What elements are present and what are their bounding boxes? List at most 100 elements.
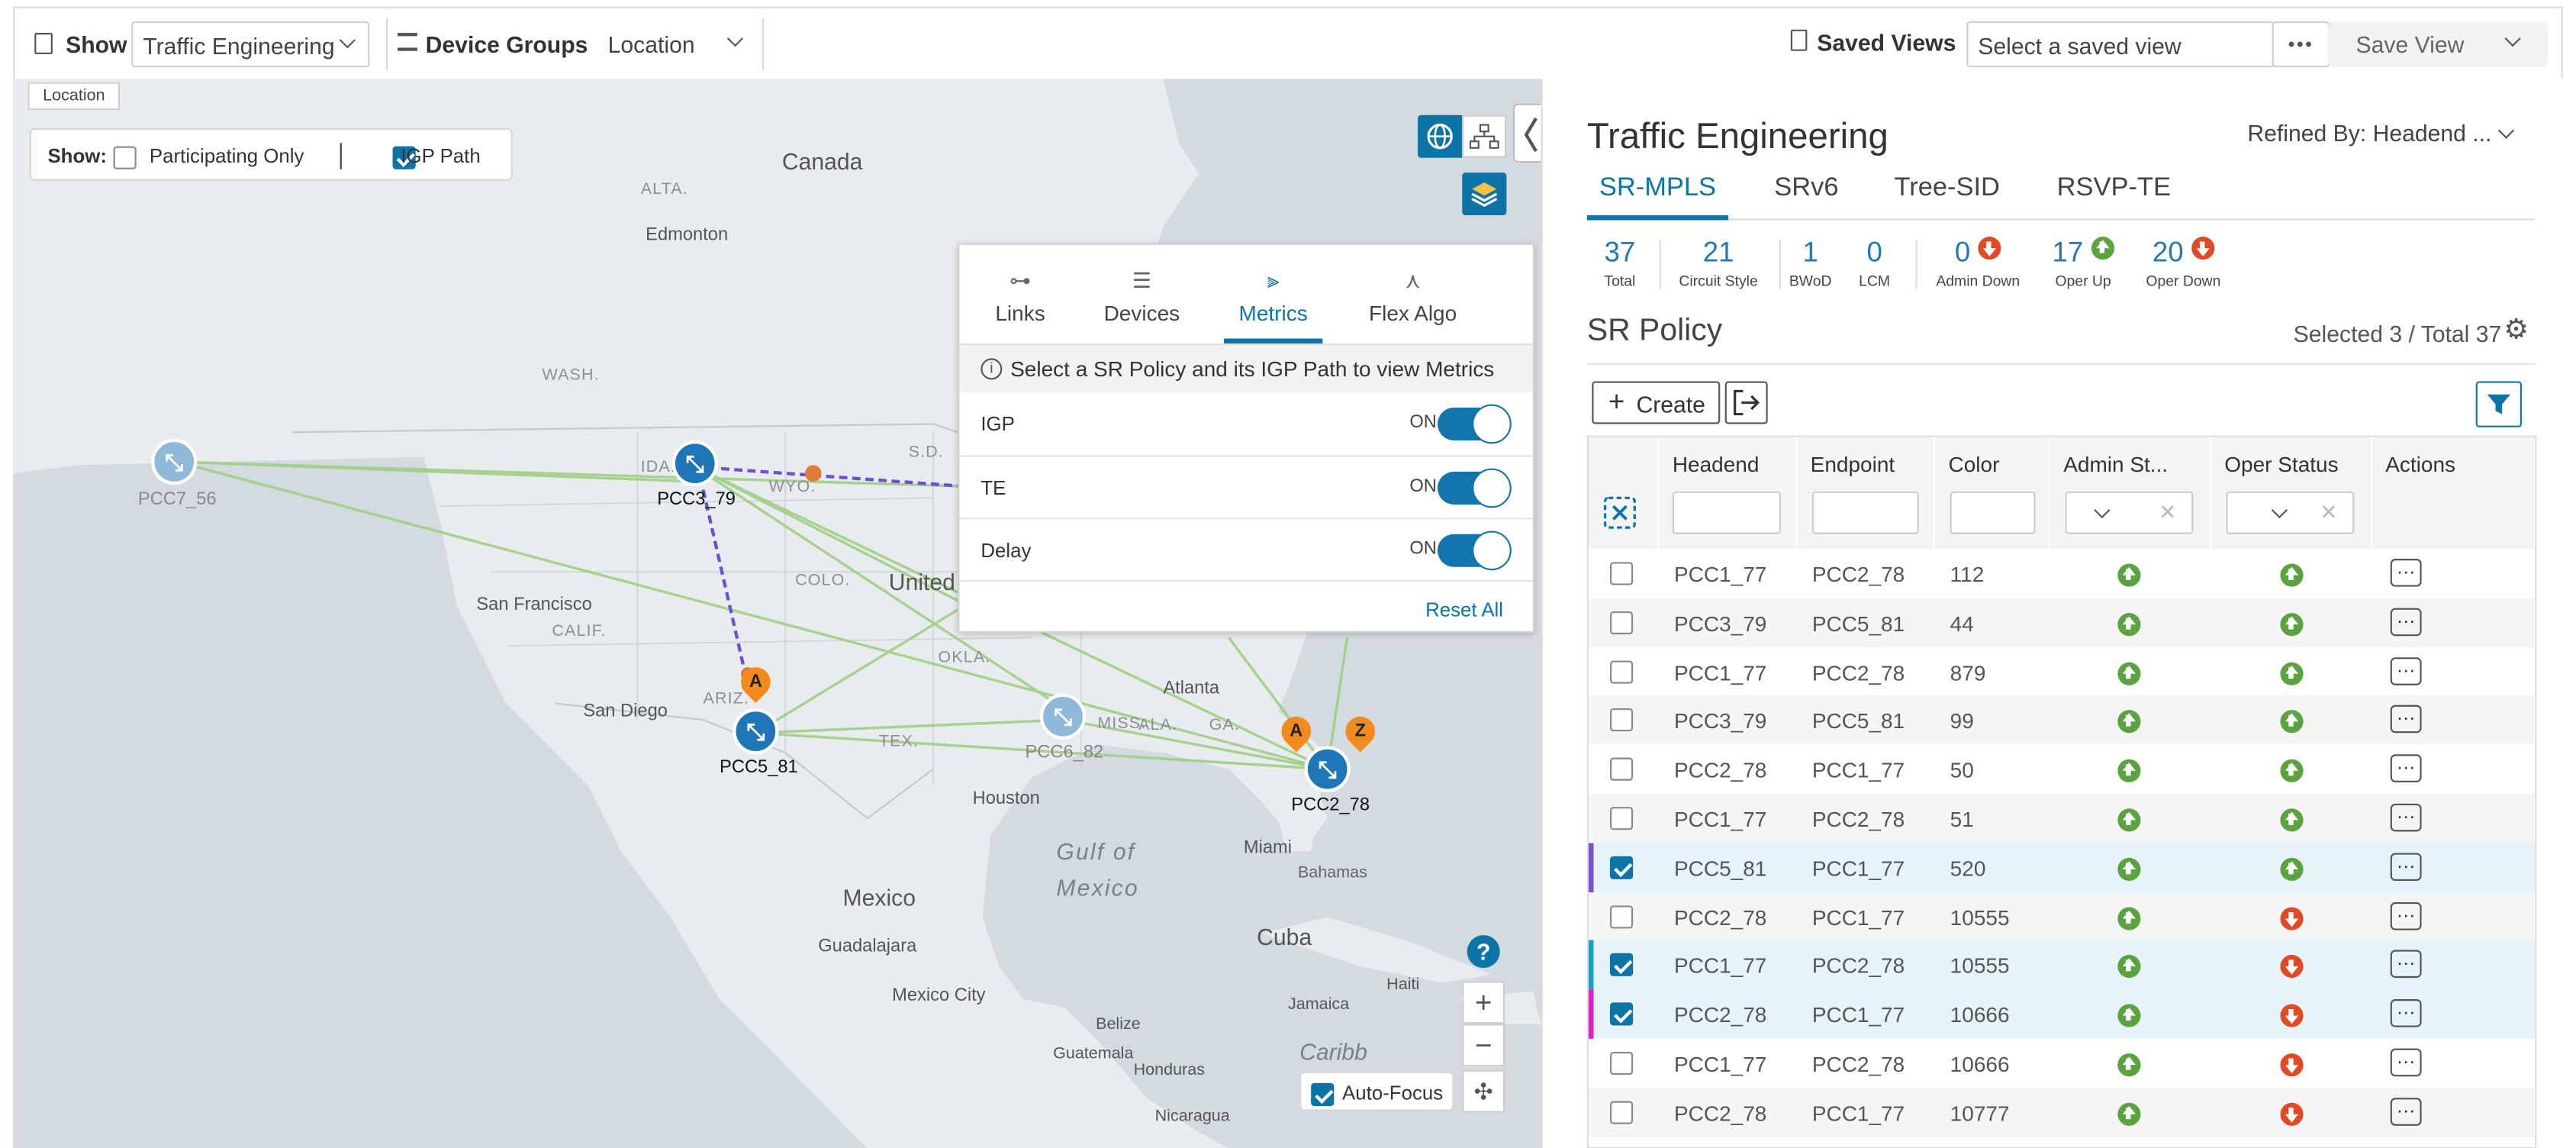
metrics-info-text: Select a SR Policy and its IGP Path to v…: [1010, 356, 1495, 382]
table-row[interactable]: PCC2_78 PCC1_77 10666…: [1589, 989, 2536, 1040]
tab-metrics[interactable]: ⫸ Metrics: [1224, 245, 1323, 343]
reset-all-link[interactable]: Reset All: [1425, 598, 1504, 621]
row-checkbox[interactable]: [1610, 1101, 1634, 1124]
stat-circuit-style[interactable]: 21 Circuit Style: [1674, 237, 1763, 289]
table-row[interactable]: PCC5_81 PCC1_77 520…: [1589, 843, 2536, 892]
clear-icon[interactable]: ✕: [2320, 499, 2338, 524]
stat-oper-down[interactable]: 20 Oper Down: [2140, 237, 2226, 289]
settings-gear-icon[interactable]: ⚙: [2504, 314, 2529, 346]
zoom-in-button[interactable]: +: [1462, 981, 1505, 1024]
layers-button[interactable]: [1462, 173, 1507, 216]
node-pcc2-icon[interactable]: ⤡: [1304, 746, 1351, 792]
row-checkbox[interactable]: [1610, 1051, 1634, 1075]
row-checkbox[interactable]: [1610, 659, 1634, 683]
tab-srv6[interactable]: SRv6: [1774, 174, 1838, 204]
select-all-icon[interactable]: [1603, 496, 1636, 529]
tab-tree-sid[interactable]: Tree-SID: [1894, 174, 1999, 204]
help-button[interactable]: ?: [1467, 935, 1500, 969]
row-checkbox[interactable]: [1610, 905, 1634, 928]
row-actions-button[interactable]: …: [2390, 949, 2422, 979]
row-checkbox[interactable]: [1610, 611, 1634, 634]
clear-icon[interactable]: ✕: [2159, 499, 2177, 524]
more-options-button[interactable]: •••: [2272, 21, 2330, 68]
create-button[interactable]: + Create: [1592, 381, 1721, 424]
row-checkbox[interactable]: [1610, 562, 1634, 585]
tab-rsvp-te[interactable]: RSVP-TE: [2057, 174, 2171, 204]
table-row[interactable]: PCC2_78 PCC1_77 50…: [1589, 745, 2535, 795]
node-pcc5-icon[interactable]: ⤡: [733, 708, 779, 755]
fit-view-button[interactable]: ✣: [1462, 1069, 1505, 1113]
pin-label: A: [1290, 721, 1303, 742]
oper-status-up-icon: [2280, 710, 2304, 734]
export-button[interactable]: [1724, 381, 1768, 424]
table-row[interactable]: PCC1_77 PCC2_78 51…: [1589, 793, 2536, 843]
column-headend[interactable]: Headend: [1659, 437, 1798, 550]
table-row[interactable]: PCC2_78 PCC1_77 10555…: [1589, 892, 2536, 941]
admin-status-filter[interactable]: ✕: [2065, 491, 2194, 534]
row-actions-button[interactable]: …: [2390, 655, 2422, 685]
row-checkbox[interactable]: [1610, 807, 1634, 830]
tab-flex-algo[interactable]: ⋏ Flex Algo: [1362, 245, 1463, 343]
column-oper-status[interactable]: Oper Status ✕: [2211, 437, 2373, 550]
tab-links[interactable]: ⊶ Links: [983, 245, 1058, 343]
te-toggle-row: TE ON: [959, 455, 1533, 518]
saved-view-select[interactable]: Select a saved view: [1966, 21, 2274, 68]
table-row[interactable]: PCC1_77 PCC2_78 10666…: [1589, 1039, 2535, 1088]
row-checkbox[interactable]: [1610, 708, 1634, 732]
row-actions-button[interactable]: …: [2390, 704, 2422, 734]
table-row[interactable]: PCC1_77 PCC2_78 112…: [1589, 549, 2535, 598]
row-actions-button[interactable]: …: [2390, 900, 2422, 930]
column-admin-status[interactable]: Admin St... ✕: [2050, 437, 2212, 550]
color-filter-input[interactable]: [1950, 491, 2036, 534]
row-actions-button[interactable]: …: [2390, 998, 2422, 1028]
row-actions-button[interactable]: …: [2390, 606, 2422, 636]
headend-filter-input[interactable]: [1672, 491, 1781, 534]
tab-devices[interactable]: ☰ Devices: [1099, 245, 1184, 343]
geo-view-button[interactable]: [1418, 114, 1463, 158]
row-actions-button[interactable]: …: [2390, 1096, 2422, 1126]
save-view-button[interactable]: Save View: [2327, 21, 2549, 68]
table-row[interactable]: PCC3_79 PCC5_81 99…: [1589, 695, 2536, 746]
node-pcc6-icon[interactable]: ⤡: [1039, 693, 1087, 740]
stat-total[interactable]: 37 Total: [1597, 237, 1643, 289]
row-checkbox[interactable]: [1610, 757, 1634, 782]
row-actions-button[interactable]: …: [2390, 802, 2422, 832]
row-checkbox[interactable]: [1610, 856, 1634, 879]
filter-button[interactable]: [2475, 381, 2522, 427]
igp-toggle[interactable]: [1437, 404, 1512, 444]
node-pcc7-icon[interactable]: ⤡: [151, 438, 198, 485]
delay-toggle[interactable]: [1437, 530, 1512, 571]
stat-admin-down[interactable]: 0 Admin Down: [1930, 237, 2026, 289]
stat-bwod[interactable]: 1 BWoD: [1788, 237, 1834, 289]
table-row[interactable]: PCC1_77 PCC2_78 10555…: [1589, 940, 2536, 990]
node-pcc3-icon[interactable]: ⤡: [671, 440, 718, 487]
row-checkbox[interactable]: [1610, 953, 1634, 977]
row-actions-button[interactable]: …: [2390, 557, 2422, 587]
location-dropdown[interactable]: Location: [598, 21, 762, 67]
table-row[interactable]: PCC2_78 PCC1_77 10777…: [1589, 1087, 2536, 1137]
pin-label: A: [749, 672, 762, 692]
logical-view-button[interactable]: [1462, 114, 1507, 158]
oper-status-filter[interactable]: ✕: [2226, 491, 2355, 534]
table-row[interactable]: PCC1_77 PCC2_78 879…: [1589, 647, 2535, 696]
auto-focus-checkbox[interactable]: [1311, 1082, 1335, 1106]
column-endpoint[interactable]: Endpoint: [1797, 437, 1936, 550]
te-toggle[interactable]: [1437, 468, 1512, 508]
row-actions-button[interactable]: …: [2390, 851, 2422, 881]
row-checkbox[interactable]: [1610, 1002, 1634, 1026]
endpoint-filter-input[interactable]: [1811, 491, 1919, 534]
stat-lcm[interactable]: 0 LCM: [1855, 237, 1895, 289]
row-actions-button[interactable]: …: [2390, 753, 2422, 783]
participating-only-checkbox[interactable]: [113, 145, 137, 169]
auto-focus-card: Auto-Focus: [1299, 1071, 1454, 1111]
row-actions-button[interactable]: …: [2390, 1046, 2422, 1077]
zoom-out-button[interactable]: −: [1462, 1024, 1505, 1067]
table-row[interactable]: PCC3_79 PCC5_81 44…: [1589, 598, 2536, 647]
oper-status-up-icon: [2280, 759, 2304, 783]
igp-path-checkbox[interactable]: [391, 145, 415, 169]
refined-by-dropdown[interactable]: Refined By: Headend ...: [2247, 120, 2526, 153]
column-color[interactable]: Color: [1935, 437, 2051, 550]
tab-sr-mpls[interactable]: SR-MPLS: [1586, 174, 1729, 221]
show-dropdown[interactable]: Traffic Engineering: [131, 21, 370, 68]
stat-oper-up[interactable]: 17 Oper Up: [2049, 237, 2117, 289]
